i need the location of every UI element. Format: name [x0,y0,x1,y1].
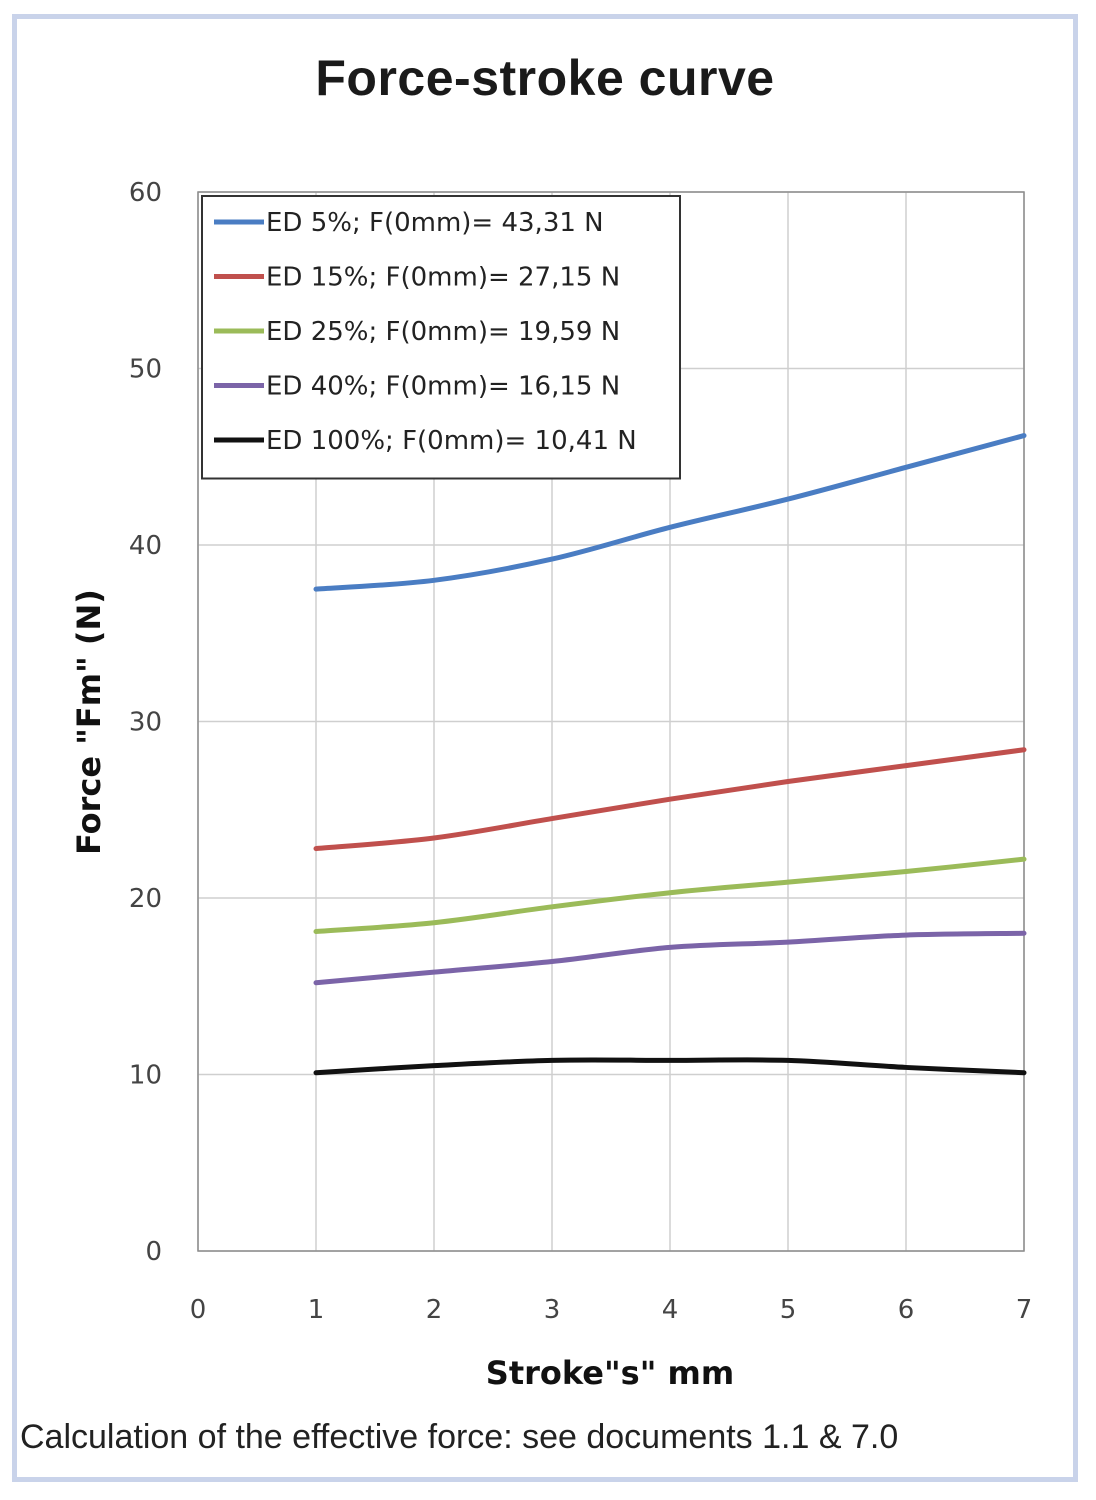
x-tick-label: 6 [898,1295,915,1325]
legend-label: ED 15%; F(0mm)= 27,15 N [266,263,620,293]
y-tick-label: 30 [129,708,162,738]
x-tick-label: 7 [1016,1295,1033,1325]
x-tick-label: 5 [780,1295,797,1325]
x-tick-label: 3 [544,1295,561,1325]
series-line-3 [313,856,1027,935]
plot-area [197,191,1025,1252]
x-tick-label: 4 [662,1295,679,1325]
series-line-1 [313,433,1027,592]
y-axis-label: Force "Fm" (N) [70,589,108,855]
x-tick-label: 2 [426,1295,443,1325]
x-tick-label: 0 [190,1295,207,1325]
series-line-4 [313,930,1027,986]
series-line-5 [313,1057,1027,1076]
x-tick-label: 1 [308,1295,325,1325]
y-tick-label: 0 [145,1237,162,1267]
series-lines [313,433,1027,1076]
y-tick-label: 50 [129,355,162,385]
chart-title: Force-stroke curve [315,50,775,106]
y-tick-label: 20 [129,884,162,914]
y-tick-label: 40 [129,531,162,561]
legend-label: ED 25%; F(0mm)= 19,59 N [266,317,620,347]
axis-ticks: 0 1 2 3 4 5 6 7 0 10 20 30 40 50 60 [129,178,1032,1325]
legend-box [201,195,681,480]
y-tick-label: 60 [129,178,162,208]
legend-label: ED 100%; F(0mm)= 10,41 N [266,426,637,456]
legend-label: ED 5%; F(0mm)= 43,31 N [266,208,604,238]
legend: ED 5%; F(0mm)= 43,31 N ED 15%; F(0mm)= 27… [201,195,681,480]
caption: Calculation of the effective force: see … [20,1418,899,1456]
legend-label: ED 40%; F(0mm)= 16,15 N [266,372,620,402]
y-tick-label: 10 [129,1061,162,1091]
x-axis-label: Stroke"s" mm [486,1354,734,1392]
series-line-2 [313,747,1027,852]
